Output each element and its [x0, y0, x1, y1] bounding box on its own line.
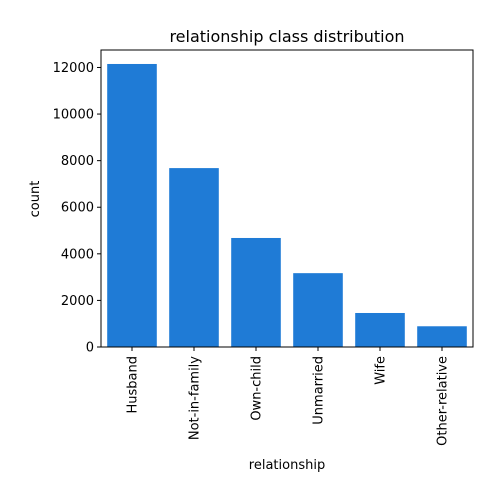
y-axis-label: count [28, 181, 43, 218]
x-tick-label: Wife [374, 356, 389, 385]
bar-other-relative [417, 326, 467, 347]
chart-title: relationship class distribution [169, 27, 404, 46]
bar-husband [107, 63, 157, 347]
x-tick-label: Other-relative [436, 356, 451, 446]
bar-not-in-family [169, 168, 219, 347]
x-tick-label: Husband [126, 356, 141, 414]
bar-own-child [231, 237, 281, 347]
x-tick-label: Unmarried [312, 356, 327, 425]
x-tick-label: Not-in-family [188, 356, 203, 440]
plot-frame [100, 49, 474, 348]
x-tick-label: Own-child [250, 356, 265, 421]
y-tick-label: 12000 [53, 61, 94, 76]
bar-unmarried [293, 273, 343, 347]
y-tick-label: 2000 [61, 294, 94, 309]
y-tick-label: 0 [86, 341, 94, 356]
y-tick-label: 4000 [61, 247, 94, 262]
y-tick-label: 8000 [61, 154, 94, 169]
bars-group [107, 63, 467, 347]
x-axis-label: relationship [249, 458, 325, 473]
y-axis-ticks: 0 2000 4000 6000 8000 10000 12000 [53, 61, 101, 356]
bar-wife [355, 312, 405, 347]
y-tick-label: 6000 [61, 201, 94, 216]
x-axis-ticks: Husband Not-in-family Own-child Unmarried Wi… [126, 347, 451, 446]
y-tick-label: 10000 [53, 108, 94, 123]
